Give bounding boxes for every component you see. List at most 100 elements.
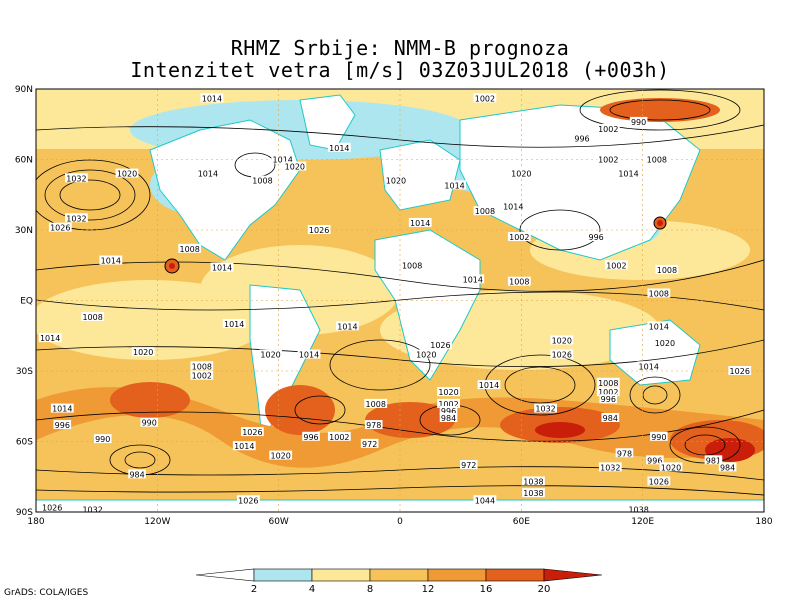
latitude-tick-label: 90N — [15, 85, 33, 95]
pressure-label-box — [604, 260, 628, 270]
greenland — [299, 94, 356, 151]
colorbar-segment — [369, 568, 429, 582]
australia — [609, 319, 701, 386]
pressure-label-box — [596, 154, 620, 164]
pressure-label: 1020 — [552, 336, 572, 345]
pressure-label: 1014 — [224, 320, 244, 329]
longitude-tick-label: 0 — [397, 517, 403, 527]
pressure-label: 996 — [647, 456, 662, 465]
pressure-label: 972 — [461, 461, 476, 470]
map-title: RHMZ Srbije: NMM-B prognoza — [230, 36, 570, 60]
pressure-label-box — [522, 476, 545, 486]
pressure-label: 1014 — [329, 144, 349, 153]
pressure-label-box — [429, 340, 452, 350]
pressure-label-box — [650, 431, 668, 441]
pressure-label: 1032 — [66, 174, 86, 183]
pressure-label-box — [259, 349, 282, 359]
pressure-label: 990 — [651, 433, 666, 442]
pressure-label-box — [473, 495, 497, 505]
pressure-label: 1020 — [511, 170, 531, 179]
colorbar-tick-label: 4 — [309, 584, 315, 595]
pressure-label-box — [647, 321, 671, 331]
pressure-label-box — [414, 349, 438, 359]
latitude-tick-label: 30N — [15, 226, 33, 236]
pressure-label-box — [522, 488, 545, 498]
pressure-label: 1014 — [234, 442, 254, 451]
pressure-label-box — [302, 431, 320, 441]
pressure-label: 1014 — [299, 351, 319, 360]
colorbar-segment — [311, 568, 371, 582]
longitude-tick-label: 180 — [27, 517, 44, 527]
pressure-label: 1014 — [202, 94, 222, 103]
latitude-tick-label: 90S — [16, 508, 33, 518]
pressure-label-box — [232, 441, 256, 451]
latitude-tick-label: 30S — [16, 367, 33, 377]
pressure-label: 1014 — [503, 203, 523, 212]
colorbar-tick-label: 8 — [367, 584, 373, 595]
pressure-label-box — [196, 168, 220, 178]
pressure-label: 990 — [142, 419, 157, 428]
pressure-label: 1008 — [657, 266, 677, 275]
tropical-cyclone-markers — [164, 216, 667, 274]
pressure-label: 990 — [631, 118, 646, 127]
pressure-label-box — [210, 262, 234, 272]
pressure-label-box — [240, 427, 264, 437]
pressure-label: 996 — [589, 233, 604, 242]
colorbar-tick-label: 12 — [422, 584, 435, 595]
pressure-label: 1014 — [198, 170, 218, 179]
pressure-label-box — [178, 243, 202, 253]
pressure-label: 1026 — [649, 477, 669, 486]
pressure-label: 1014 — [649, 322, 669, 331]
pressure-label: 984 — [441, 414, 456, 423]
pressure-label-box — [598, 462, 622, 472]
latitude-tick-label: 60S — [16, 438, 33, 448]
pressure-label-box — [655, 264, 679, 274]
pressure-label: 1002 — [606, 261, 626, 270]
pressure-label: 1002 — [598, 388, 618, 397]
pressure-label: 1002 — [475, 94, 495, 103]
pressure-label: 981 — [706, 456, 721, 465]
pressure-label: 1002 — [509, 233, 529, 242]
pressure-label: 1008 — [475, 207, 495, 216]
pressure-label: 1008 — [192, 362, 212, 371]
pressure-label-box — [50, 403, 74, 413]
pressure-label: 1020 — [655, 339, 675, 348]
pressure-label: 1026 — [730, 367, 750, 376]
map-subtitle: Intenzitet vetra [m/s] 03Z03JUL2018 (+00… — [130, 58, 670, 82]
pressure-label-box — [269, 450, 293, 460]
pressure-label-box — [439, 405, 458, 415]
pressure-label: 1002 — [438, 400, 458, 409]
pressure-label: 1020 — [438, 388, 458, 397]
pressure-label-box — [645, 154, 669, 164]
pressure-label: 1014 — [337, 322, 357, 331]
pressure-label-box — [534, 403, 557, 413]
map-frame — [35, 88, 765, 513]
pressure-label: 1020 — [117, 170, 137, 179]
north-america — [149, 119, 301, 261]
colorbar-arrow-high — [543, 568, 603, 582]
pressure-label: 996 — [574, 134, 589, 143]
pressure-label: 1020 — [133, 348, 153, 357]
pressure-label: 1026 — [42, 503, 62, 512]
pressure-label-box — [81, 504, 105, 512]
pressure-label-box — [646, 455, 664, 465]
pressure-label: 1008 — [252, 177, 272, 186]
pressure-label-box — [637, 361, 661, 371]
pressure-label-box — [271, 154, 295, 164]
colorbar-tick-label: 20 — [538, 584, 551, 595]
pressure-label: 1014 — [479, 381, 499, 390]
pressure-label: 1044 — [475, 496, 495, 505]
pressure-label: 1014 — [410, 219, 430, 228]
pressure-label-box — [53, 420, 72, 430]
pressure-label: 1014 — [212, 264, 232, 273]
pressure-label-box — [507, 232, 531, 242]
pressure-label-box — [599, 394, 618, 404]
pressure-label: 1020 — [271, 452, 291, 461]
pressure-label-box — [140, 417, 159, 427]
pressure-label-box — [360, 438, 379, 448]
pressure-label-box — [437, 398, 460, 408]
pressure-label-box — [38, 333, 62, 343]
pressure-label: 1008 — [366, 400, 386, 409]
pressure-label: 1008 — [402, 261, 422, 270]
